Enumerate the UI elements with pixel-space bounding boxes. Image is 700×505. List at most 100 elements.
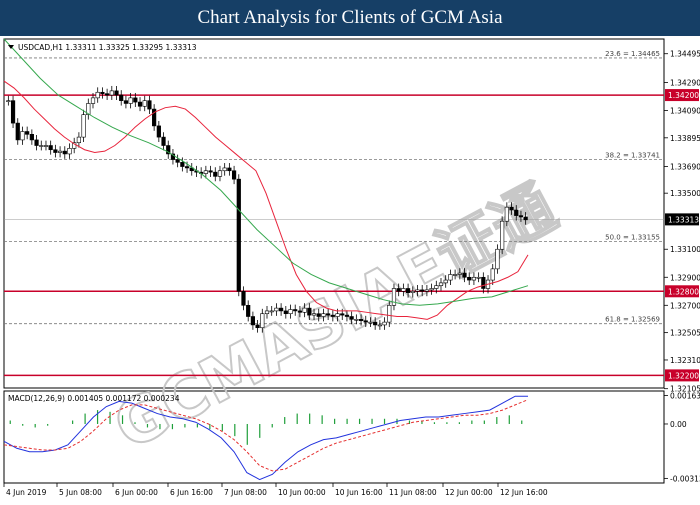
- candle-body: [471, 276, 477, 281]
- candle-body: [29, 134, 34, 141]
- y-tick-label: 1.34290: [670, 78, 700, 87]
- level-price-tag: [665, 369, 699, 382]
- x-tick-label: 10 Jun 16:00: [335, 488, 383, 497]
- candle-body: [297, 310, 303, 313]
- candle-body: [354, 319, 359, 321]
- y-tick-label: 1.34090: [670, 106, 700, 115]
- candle-body: [462, 272, 467, 278]
- candle-body: [119, 94, 124, 101]
- candle-body: [358, 319, 364, 322]
- y-tick-label: 1.32505: [670, 329, 700, 338]
- candle-body: [100, 91, 105, 94]
- candle-body: [81, 114, 86, 138]
- candle-body: [269, 310, 274, 313]
- moving-average-red-line: [3, 80, 529, 320]
- y-tick-label: 1.32310: [670, 356, 700, 365]
- candle-body: [391, 288, 397, 306]
- fibonacci-level-label: 38.2 = 1.33741: [605, 151, 660, 159]
- candle-body: [368, 321, 373, 324]
- candle-body: [147, 100, 152, 110]
- candle-body: [67, 148, 72, 155]
- candle-body: [90, 97, 96, 104]
- candle-body: [62, 150, 67, 155]
- candle-body: [509, 206, 514, 211]
- candle-body: [236, 178, 241, 292]
- macd-main-line: [3, 395, 528, 481]
- x-tick-label: 7 Jun 08:00: [224, 488, 267, 497]
- candle-body: [95, 91, 100, 99]
- candle-body: [279, 307, 284, 312]
- y-tick-label: 1.32900: [670, 273, 700, 282]
- candle-body: [443, 279, 448, 284]
- candle-body: [321, 313, 326, 317]
- x-tick-label: 10 Jun 00:00: [278, 488, 326, 497]
- fibonacci-level-label: 50.0 = 1.33155: [605, 234, 660, 242]
- fibonacci-level-label: 61.8 = 1.32569: [605, 316, 660, 324]
- candle-body: [6, 100, 11, 102]
- candle-body: [86, 103, 91, 115]
- candle-body: [311, 313, 317, 316]
- symbol-readout: USDCAD,H1 1.33311 1.33325 1.33295 1.3331…: [18, 43, 197, 52]
- candle-body: [34, 139, 39, 146]
- current-price-label: 1.33313: [668, 215, 699, 224]
- candle-body: [330, 314, 335, 317]
- x-tick-label: 12 Jun 00:00: [445, 488, 493, 497]
- candle-body: [481, 276, 486, 289]
- candle-body: [189, 167, 194, 172]
- candle-body: [335, 313, 340, 317]
- candle-body: [410, 290, 415, 293]
- candle-body: [283, 310, 288, 315]
- candle-body: [10, 100, 16, 124]
- candle-body: [448, 274, 453, 281]
- candle-body: [43, 145, 49, 147]
- macd-y-tick-label: -0.003134: [670, 474, 700, 483]
- candle-body: [382, 321, 387, 326]
- candle-body: [241, 290, 246, 306]
- candle-body: [424, 289, 429, 292]
- candle-body: [72, 142, 77, 149]
- y-tick-label: 1.34495: [670, 50, 700, 59]
- candle-body: [20, 131, 25, 141]
- candlestick-series: [6, 85, 528, 333]
- candle-body: [203, 170, 208, 174]
- candle-body: [231, 170, 237, 180]
- candle-body: [349, 316, 354, 320]
- candle-body: [227, 167, 232, 172]
- candle-body: [57, 150, 63, 153]
- candle-body: [373, 321, 378, 326]
- candle-body: [405, 288, 411, 293]
- candle-body: [453, 274, 458, 276]
- candle-body: [326, 313, 331, 316]
- candle-body: [53, 149, 58, 153]
- main-panel: [3, 38, 665, 389]
- candle-body: [175, 159, 180, 163]
- level-price-label: 1.34200: [668, 91, 699, 100]
- candle-body: [274, 307, 279, 312]
- candle-body: [76, 136, 81, 144]
- candle-body: [255, 324, 260, 329]
- macd-y-tick-label: 0.00: [670, 420, 687, 429]
- x-tick-label: 6 Jun 00:00: [115, 488, 158, 497]
- candle-body: [415, 289, 420, 292]
- candle-body: [184, 166, 190, 169]
- moving-average-green-line: [3, 38, 529, 306]
- x-tick-label: 11 Jun 08:00: [389, 488, 437, 497]
- candle-body: [302, 307, 307, 313]
- candle-body: [457, 272, 462, 275]
- candle-body: [39, 145, 44, 147]
- candle-body: [166, 145, 171, 155]
- x-tick-label: 4 Jun 2019: [6, 488, 47, 497]
- candle-body: [142, 100, 147, 107]
- candle-body: [123, 100, 129, 104]
- candle-body: [105, 93, 110, 96]
- candle-body: [363, 320, 368, 323]
- candle-body: [137, 101, 143, 107]
- candle-body: [523, 216, 528, 221]
- level-price-tag: [665, 285, 699, 298]
- symbol-dropdown-icon[interactable]: [8, 45, 14, 49]
- candle-body: [396, 288, 401, 292]
- y-tick-label: 1.33690: [670, 163, 700, 172]
- level-price-tag: [665, 89, 699, 102]
- candle-body: [246, 305, 251, 317]
